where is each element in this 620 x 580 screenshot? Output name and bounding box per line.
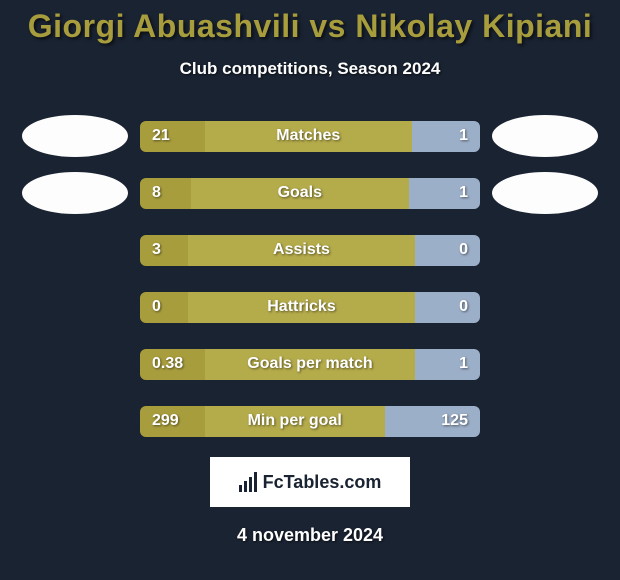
stat-bar: 299 Min per goal 125: [140, 406, 480, 437]
stat-bar: 21 Matches 1: [140, 121, 480, 152]
player2-value: 0: [459, 298, 468, 316]
date-label: 4 november 2024: [0, 525, 620, 546]
metric-label: Assists: [273, 241, 330, 259]
metric-segment: Goals: [191, 178, 409, 209]
comparison-row: 299 Min per goal 125: [0, 400, 620, 442]
player2-segment: 1: [415, 349, 480, 380]
metric-segment: Matches: [205, 121, 412, 152]
bars-icon: [239, 472, 257, 492]
player1-value: 0: [152, 298, 161, 316]
avatar-spacer: [22, 400, 128, 442]
avatar-spacer: [22, 229, 128, 271]
player2-value: 0: [459, 241, 468, 259]
vs-text: vs: [309, 8, 346, 44]
comparison-row: 21 Matches 1: [0, 115, 620, 157]
metric-segment: Hattricks: [188, 292, 416, 323]
player1-avatar: [22, 115, 128, 157]
player1-value: 299: [152, 412, 179, 430]
player1-value: 3: [152, 241, 161, 259]
avatar-spacer: [22, 343, 128, 385]
player1-name: Giorgi Abuashvili: [28, 8, 300, 44]
stat-bar: 3 Assists 0: [140, 235, 480, 266]
metric-segment: Goals per match: [205, 349, 416, 380]
player2-value: 1: [459, 127, 468, 145]
metric-label: Goals: [278, 184, 322, 202]
logo-box: FcTables.com: [210, 457, 410, 507]
metric-segment: Min per goal: [205, 406, 385, 437]
player2-segment: 125: [385, 406, 480, 437]
avatar-spacer: [492, 229, 598, 271]
comparison-row: 8 Goals 1: [0, 172, 620, 214]
comparison-infographic: Giorgi Abuashvili vs Nikolay Kipiani Clu…: [0, 0, 620, 546]
player2-value: 1: [459, 355, 468, 373]
metric-label: Min per goal: [248, 412, 342, 430]
player1-value: 0.38: [152, 355, 183, 373]
player2-segment: 1: [412, 121, 480, 152]
comparison-row: 0 Hattricks 0: [0, 286, 620, 328]
player2-segment: 0: [415, 292, 480, 323]
player2-value: 1: [459, 184, 468, 202]
player1-segment: 0.38: [140, 349, 205, 380]
avatar-spacer: [22, 286, 128, 328]
page-title: Giorgi Abuashvili vs Nikolay Kipiani: [0, 8, 620, 45]
player1-segment: 8: [140, 178, 191, 209]
comparison-rows: 21 Matches 1 8 Goals 1 3 Assists 0 0 Hattricks 0 0.3…: [0, 115, 620, 442]
player1-avatar: [22, 172, 128, 214]
player2-segment: 0: [415, 235, 480, 266]
stat-bar: 0 Hattricks 0: [140, 292, 480, 323]
stat-bar: 8 Goals 1: [140, 178, 480, 209]
player2-avatar: [492, 172, 598, 214]
player1-value: 8: [152, 184, 161, 202]
avatar-spacer: [492, 343, 598, 385]
metric-label: Goals per match: [247, 355, 372, 373]
player1-value: 21: [152, 127, 170, 145]
metric-label: Hattricks: [267, 298, 335, 316]
player1-segment: 299: [140, 406, 205, 437]
avatar-spacer: [492, 400, 598, 442]
stat-bar: 0.38 Goals per match 1: [140, 349, 480, 380]
player1-segment: 3: [140, 235, 188, 266]
player2-value: 125: [441, 412, 468, 430]
logo-text: FcTables.com: [263, 472, 382, 493]
subtitle: Club competitions, Season 2024: [0, 59, 620, 79]
avatar-spacer: [492, 286, 598, 328]
player2-name: Nikolay Kipiani: [355, 8, 592, 44]
player2-avatar: [492, 115, 598, 157]
comparison-row: 3 Assists 0: [0, 229, 620, 271]
comparison-row: 0.38 Goals per match 1: [0, 343, 620, 385]
player2-segment: 1: [409, 178, 480, 209]
metric-label: Matches: [276, 127, 340, 145]
metric-segment: Assists: [188, 235, 416, 266]
player1-segment: 21: [140, 121, 205, 152]
player1-segment: 0: [140, 292, 188, 323]
